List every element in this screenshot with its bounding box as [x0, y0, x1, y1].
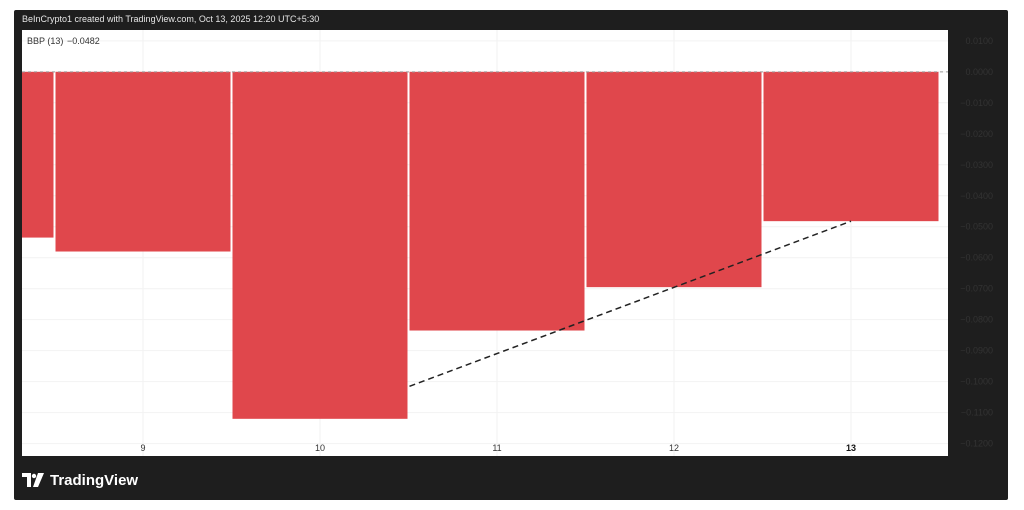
- bar-8: [22, 71, 54, 238]
- bar-13: [763, 71, 939, 222]
- y-tick-label: −0.0600: [960, 253, 993, 263]
- bar-11: [409, 71, 585, 331]
- y-tick-label: −0.0200: [960, 129, 993, 139]
- attribution-text: BeInCrypto1 created with TradingView.com…: [22, 14, 320, 24]
- y-axis-ticks: 0.0100 0.0000 −0.0100 −0.0200 −0.0300 −0.0400…: [960, 36, 993, 449]
- indicator-value: −0.0482: [67, 36, 100, 46]
- y-tick-label: −0.0500: [960, 222, 993, 232]
- x-tick-label: 9: [140, 443, 145, 453]
- x-tick-label: 10: [315, 443, 325, 453]
- y-tick-label: −0.0700: [960, 284, 993, 294]
- y-tick-label: 0.0000: [965, 67, 993, 77]
- x-tick-label: 12: [669, 443, 679, 453]
- y-tick-label: −0.0900: [960, 346, 993, 356]
- y-tick-label: −0.0300: [960, 160, 993, 170]
- trend-line: [409, 220, 852, 387]
- x-tick-label: 11: [492, 443, 501, 453]
- tradingview-logo-icon: [22, 473, 44, 487]
- y-tick-label: −0.1000: [960, 377, 993, 387]
- x-axis-ticks: 9 10 11 12 13: [140, 443, 856, 453]
- y-tick-label: −0.0100: [960, 98, 993, 108]
- y-tick-label: −0.0800: [960, 315, 993, 325]
- tradingview-logo: TradingView: [22, 470, 138, 490]
- x-tick-label: 13: [846, 443, 856, 453]
- y-tick-label: −0.0400: [960, 191, 993, 201]
- y-tick-label: −0.1200: [960, 439, 993, 449]
- y-tick-label: −0.1100: [961, 408, 993, 418]
- bar-9: [55, 71, 231, 252]
- bar-10: [232, 71, 408, 419]
- y-tick-label: 0.0100: [965, 36, 993, 46]
- logo-text: TradingView: [50, 471, 139, 489]
- indicator-name: BBP (13): [27, 36, 63, 46]
- bar-12: [586, 71, 762, 288]
- bars: [22, 71, 939, 419]
